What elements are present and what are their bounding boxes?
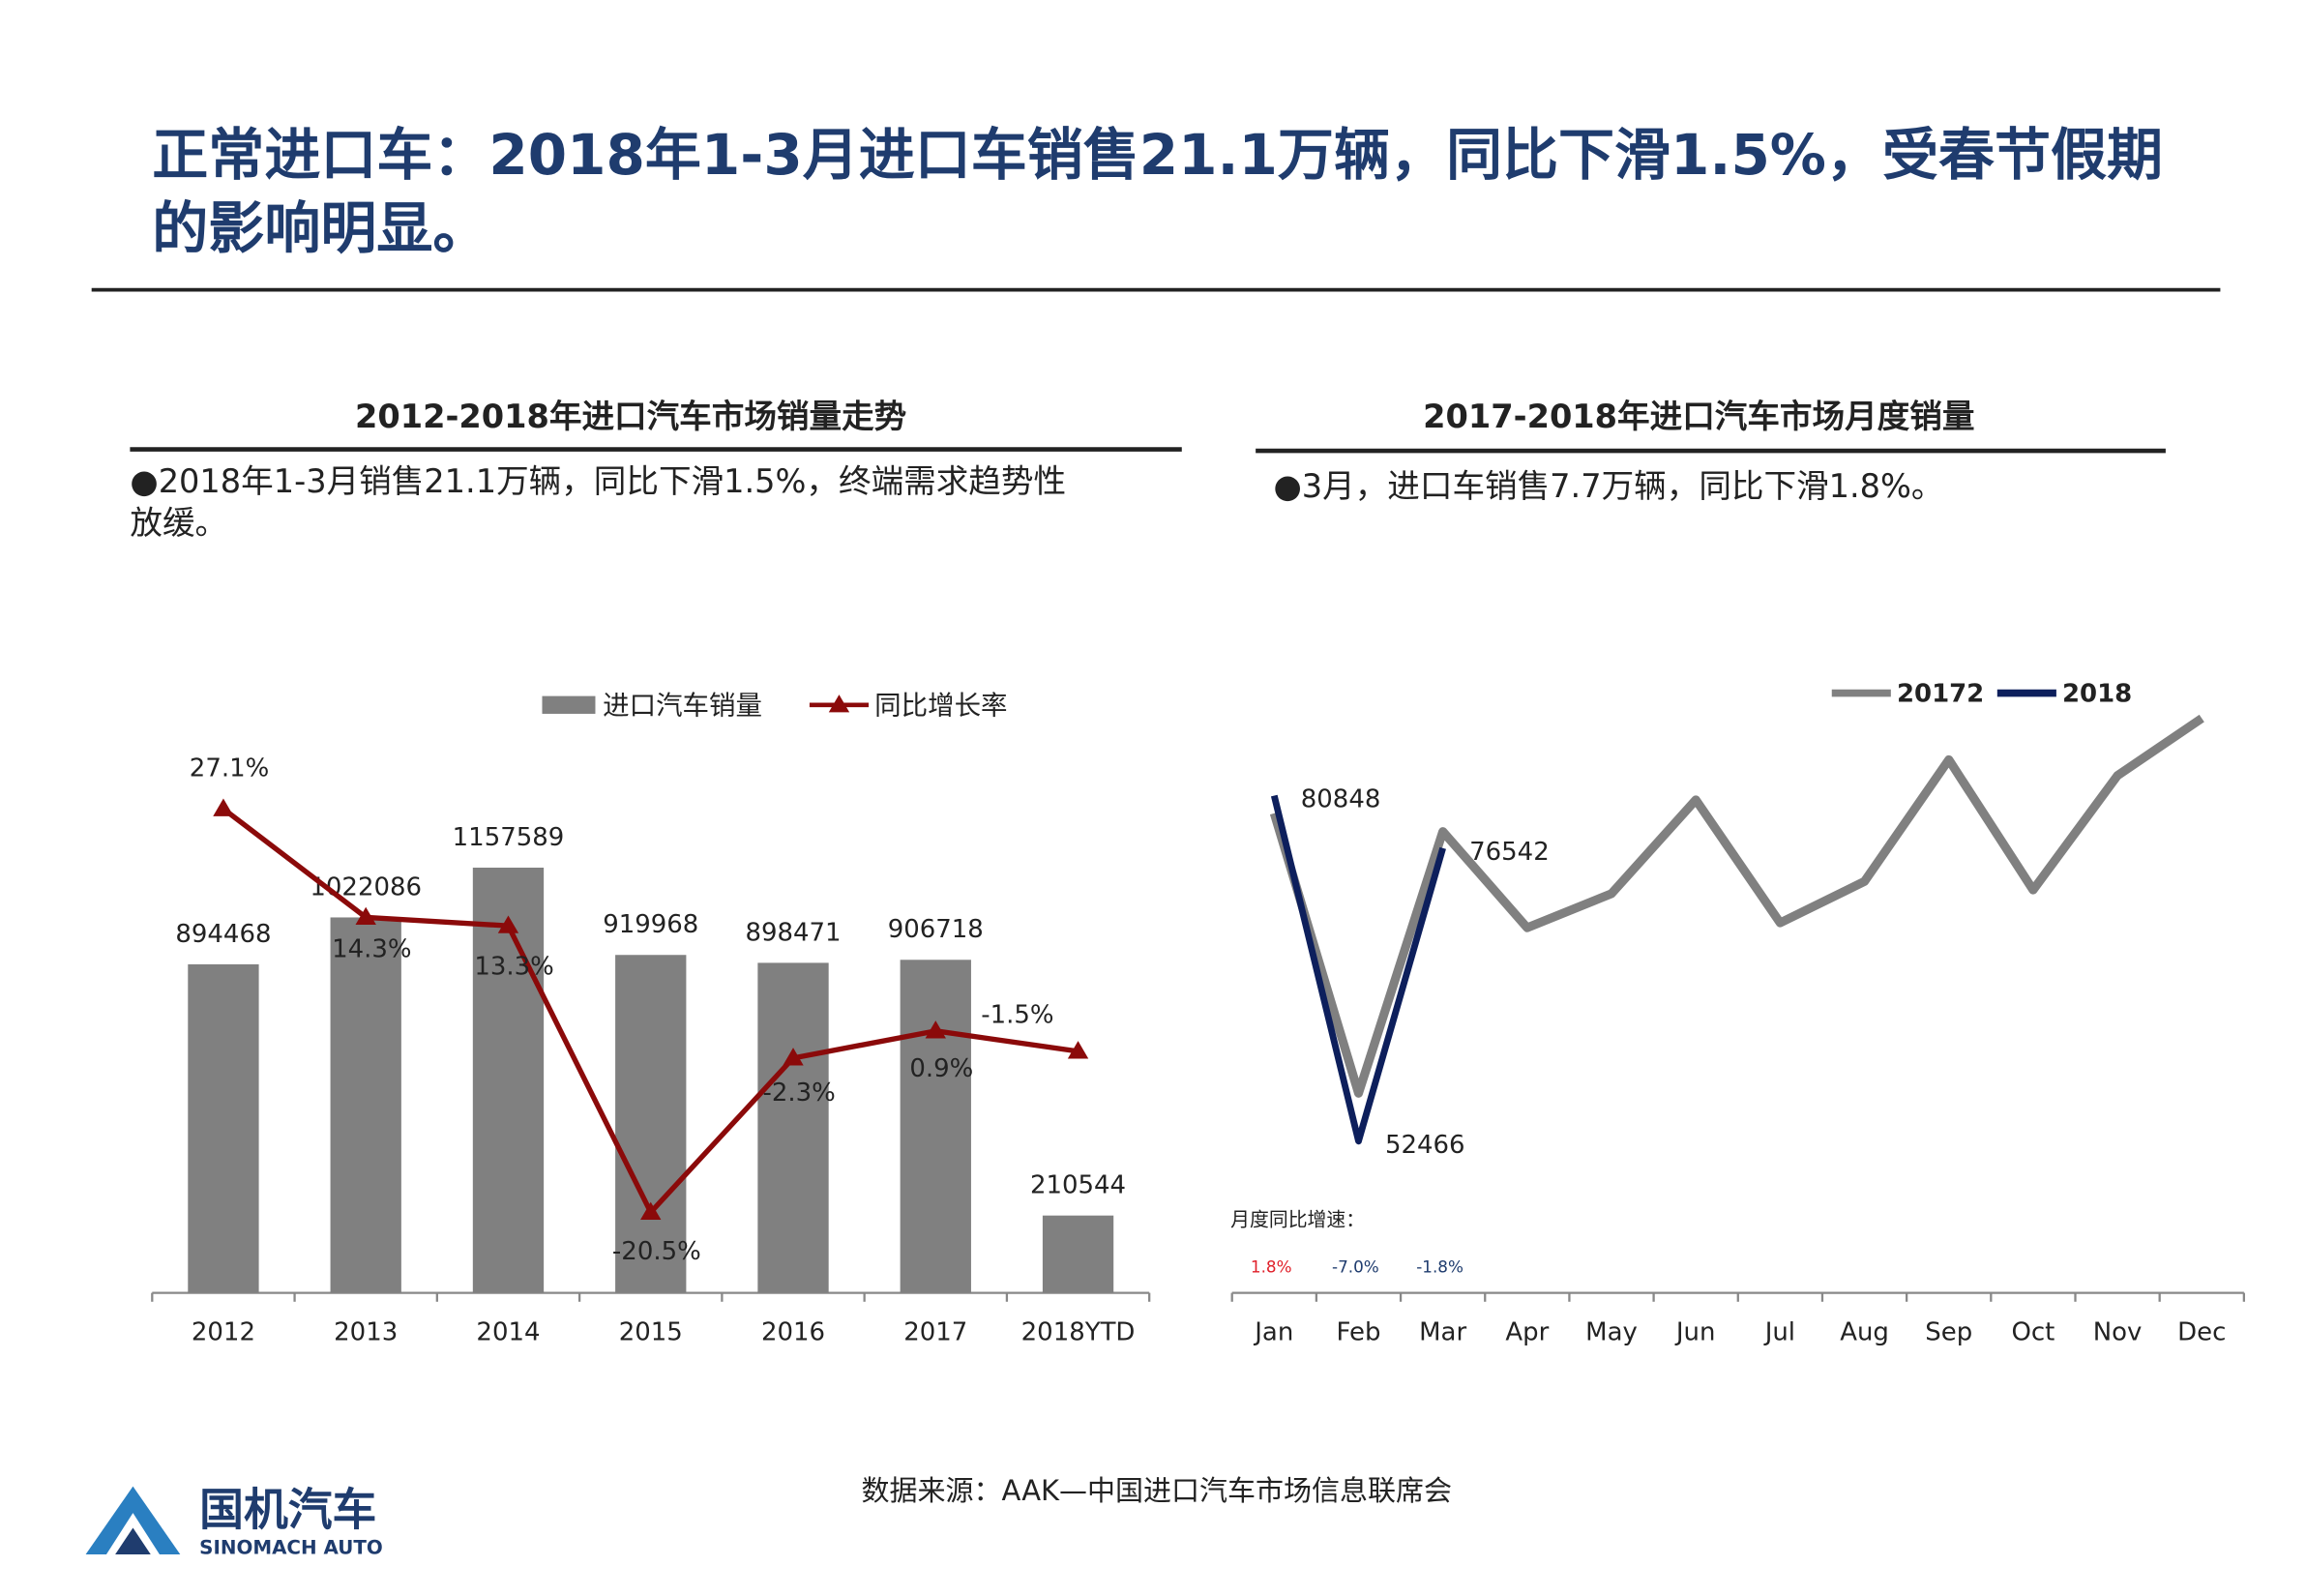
x-tick-label: Jan xyxy=(1253,1317,1293,1346)
legend-label: 2018 xyxy=(2062,680,2132,709)
logo-mountain-core xyxy=(115,1527,151,1554)
line-value-label: -2.3% xyxy=(762,1079,835,1108)
x-tick-label: Oct xyxy=(2011,1317,2055,1346)
x-tick-label: Apr xyxy=(1505,1317,1549,1346)
legend-swatch xyxy=(542,695,596,714)
chart-title: 2012-2018年进口汽车市场销量走势 xyxy=(355,398,906,435)
line-marker xyxy=(497,915,519,933)
yoy-value: -7.0% xyxy=(1332,1257,1379,1277)
logo: 国机汽车 SINOMACH AUTO xyxy=(85,1484,383,1558)
chart-note: ●3月，进口车销售7.7万辆，同比下滑1.8%。 xyxy=(1273,467,1943,505)
x-tick-label: Nov xyxy=(2093,1317,2143,1346)
x-tick-label: Mar xyxy=(1419,1317,1466,1346)
x-tick-label: Dec xyxy=(2177,1317,2226,1346)
logo-name: 国机汽车 xyxy=(199,1484,376,1536)
x-tick-label: Jul xyxy=(1763,1317,1795,1346)
series-line xyxy=(1270,794,1446,1145)
line-marker xyxy=(355,906,376,926)
slide-title: 的影响明显。 xyxy=(152,195,488,261)
x-tick-label: 2015 xyxy=(619,1317,683,1346)
line-value-label: 52466 xyxy=(1385,1131,1465,1160)
line-value-label: 76542 xyxy=(1469,838,1550,867)
bar-value-label: 894468 xyxy=(175,920,271,949)
x-tick-label: 2013 xyxy=(334,1317,398,1346)
bar xyxy=(615,955,687,1293)
series-line xyxy=(1269,714,2204,1098)
bar xyxy=(900,960,971,1293)
x-tick-label: Feb xyxy=(1336,1317,1380,1346)
chart-note: 放缓。 xyxy=(130,504,227,542)
slide-title: 正常进口车：2018年1-3月进口车销售21.1万辆，同比下滑1.5%，受春节假… xyxy=(152,122,2163,188)
line-marker xyxy=(925,1020,946,1039)
x-tick-label: May xyxy=(1585,1317,1638,1346)
chart-title: 2017-2018年进口汽车市场月度销量 xyxy=(1423,398,1974,435)
bar-value-label: 906718 xyxy=(888,915,984,944)
bar-value-label: 898471 xyxy=(745,918,841,947)
x-tick-label: 2014 xyxy=(476,1317,540,1346)
line-value-label: -1.5% xyxy=(981,1001,1053,1030)
line-value-label: 80848 xyxy=(1301,785,1381,814)
legend-label: 20172 xyxy=(1897,680,1984,709)
bar xyxy=(472,868,545,1293)
x-tick-label: Aug xyxy=(1840,1317,1889,1346)
bar-value-label: 919968 xyxy=(603,910,698,939)
bar-value-label: 1157589 xyxy=(453,823,565,852)
line-marker xyxy=(640,1201,662,1220)
yoy-value: 1.8% xyxy=(1251,1257,1292,1277)
line-marker xyxy=(783,1048,804,1066)
line-marker xyxy=(213,798,234,816)
chart-note: ●2018年1-3月销售21.1万辆，同比下滑1.5%，终端需求趋势性 xyxy=(130,462,1066,500)
yoy-label: 月度同比增速： xyxy=(1230,1208,1365,1230)
bar-value-label: 210544 xyxy=(1030,1171,1126,1200)
bar xyxy=(330,917,401,1293)
bar xyxy=(757,962,829,1293)
x-tick-label: 2018YTD xyxy=(1021,1317,1136,1346)
bar xyxy=(1042,1215,1114,1293)
x-tick-label: 2016 xyxy=(761,1317,825,1346)
line-value-label: 0.9% xyxy=(909,1054,973,1083)
x-tick-label: Sep xyxy=(1925,1317,1972,1346)
line-marker xyxy=(1067,1041,1089,1059)
line-value-label: 14.3% xyxy=(332,934,411,963)
logo-name-en: SINOMACH AUTO xyxy=(199,1536,383,1558)
source: 数据来源：AAK—中国进口汽车市场信息联席会 xyxy=(862,1474,1453,1507)
x-tick-label: Jun xyxy=(1674,1317,1716,1346)
legend-label: 同比增长率 xyxy=(874,690,1007,721)
line-value-label: -20.5% xyxy=(612,1237,701,1266)
legend-marker xyxy=(828,695,850,713)
x-tick-label: 2012 xyxy=(192,1317,255,1346)
x-tick-label: 2017 xyxy=(903,1317,967,1346)
line-value-label: 13.3% xyxy=(474,952,553,981)
legend-label: 进口汽车销量 xyxy=(603,690,762,721)
line-value-label: 27.1% xyxy=(190,754,269,783)
bar xyxy=(188,963,259,1293)
yoy-value: -1.8% xyxy=(1416,1257,1463,1277)
